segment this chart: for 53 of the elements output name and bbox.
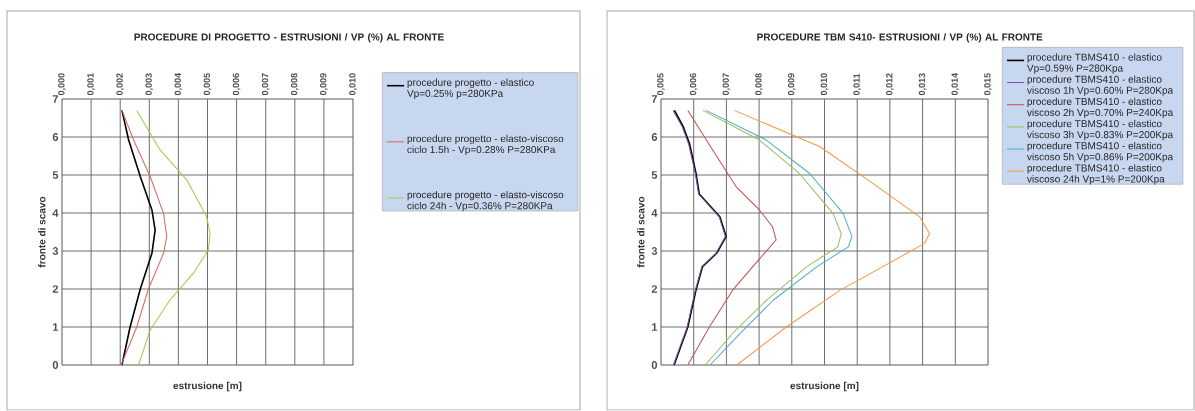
- line-series: [136, 110, 211, 366]
- x-tick-label: 0,007: [261, 73, 270, 96]
- x-tick-label: 0,010: [349, 73, 357, 96]
- chart-title: PROCEDURE DI PROGETTO - ESTRUSIONI / VP (%) AL FRONTE: [134, 33, 444, 43]
- y-tick-label: 7: [52, 95, 58, 104]
- x-axis-title: estrusione [m]: [173, 382, 242, 392]
- y-tick-label: 0: [52, 361, 59, 370]
- x-tick-label: 0,008: [755, 73, 763, 96]
- y-tick-label: 3: [52, 247, 59, 256]
- y-tick-label: 4: [651, 209, 658, 218]
- line-series: [121, 109, 156, 367]
- legend-label: procedure progetto - elastico Vp=0.25% p=280KPa: [407, 78, 534, 100]
- x-tick-label: 0,002: [116, 73, 125, 96]
- y-tick-label: 6: [52, 133, 59, 142]
- line-series: [733, 110, 930, 366]
- chart-title: PROCEDURE TBM S410- ESTRUSIONI / VP (%) AL FRONTE: [757, 33, 1043, 43]
- x-tick-label: 0,004: [174, 73, 183, 96]
- line-series: [687, 110, 777, 366]
- x-tick-label: 0,008: [290, 73, 299, 96]
- y-tick-label: 5: [52, 171, 59, 180]
- y-tick-label: 1: [652, 323, 658, 332]
- x-tick-label: 0,010: [820, 73, 829, 96]
- x-tick-label: 0,015: [984, 73, 992, 96]
- x-tick-label: 0,012: [886, 73, 894, 96]
- legend-label: procedure TBMS410 - elastico viscoso 24h Vp=1% P=200Kpa: [1026, 164, 1165, 185]
- x-tick-label: 0,006: [232, 73, 241, 96]
- line-series: [120, 110, 168, 366]
- legend-label: procedure progetto - elasto-viscoso ciclo 1.5h - Vp=0.28% P=280KPa: [407, 135, 564, 156]
- y-tick-label: 0: [651, 361, 658, 370]
- y-tick-label: 2: [52, 285, 59, 294]
- x-tick-label: 0,000: [58, 73, 66, 96]
- x-tick-label: 0,003: [145, 73, 154, 96]
- y-tick-label: 7: [651, 95, 657, 104]
- x-tick-label: 0,006: [689, 73, 698, 96]
- y-tick-label: 5: [651, 171, 658, 180]
- x-tick-label: 0,007: [722, 73, 731, 96]
- x-axis-title: estrusione [m]: [790, 382, 859, 392]
- x-tick-label: 0,011: [853, 73, 862, 96]
- y-axis-title: fronte di scavo: [38, 197, 46, 268]
- y-tick-label: 4: [52, 209, 59, 218]
- y-tick-label: 2: [651, 285, 658, 294]
- y-tick-label: 1: [53, 323, 59, 332]
- y-tick-label: 3: [651, 247, 658, 256]
- x-tick-label: 0,014: [951, 73, 960, 96]
- x-tick-label: 0,013: [918, 73, 927, 96]
- x-tick-label: 0,001: [87, 73, 95, 96]
- x-tick-label: 0,009: [787, 73, 796, 96]
- x-tick-label: 0,009: [320, 73, 328, 96]
- y-axis-title: fronte di scavo: [637, 197, 645, 268]
- legend-label: procedure progetto - elasto-viscoso ciclo 24h - Vp=0.36% P=280KPa: [407, 191, 564, 212]
- x-tick-label: 0,005: [657, 73, 665, 96]
- y-tick-label: 6: [651, 133, 658, 142]
- x-tick-label: 0,005: [203, 73, 212, 96]
